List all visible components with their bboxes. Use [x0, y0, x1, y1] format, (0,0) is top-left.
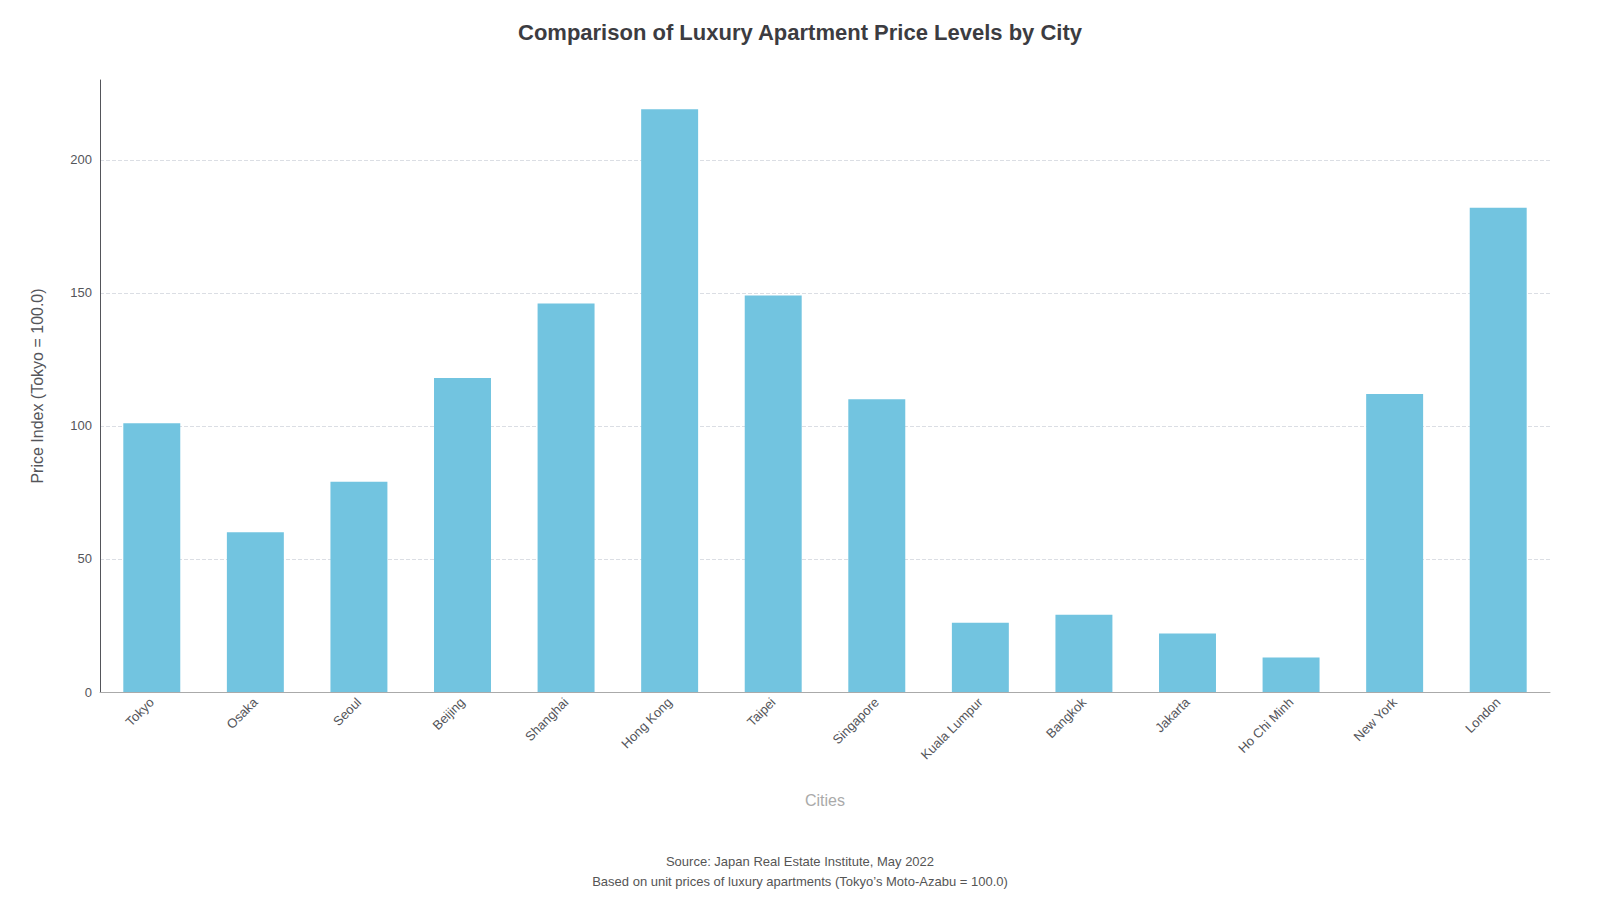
svg-text:Price Index (Tokyo = 100.0): Price Index (Tokyo = 100.0) [29, 288, 46, 483]
svg-text:100: 100 [70, 418, 92, 433]
svg-text:Shanghai: Shanghai [522, 695, 571, 744]
svg-text:London: London [1462, 695, 1503, 736]
svg-text:Seoul: Seoul [330, 695, 364, 729]
svg-text:200: 200 [70, 152, 92, 167]
svg-text:Beijing: Beijing [430, 695, 468, 733]
svg-text:Cities: Cities [805, 792, 845, 809]
svg-text:Singapore: Singapore [830, 695, 882, 747]
svg-text:50: 50 [78, 551, 92, 566]
svg-text:Bangkok: Bangkok [1043, 694, 1090, 741]
svg-text:Kuala Lumpur: Kuala Lumpur [918, 694, 986, 762]
svg-text:0: 0 [85, 685, 92, 700]
svg-text:Jakarta: Jakarta [1152, 694, 1193, 735]
svg-text:Osaka: Osaka [224, 694, 262, 732]
svg-text:Comparison of Luxury Apartment: Comparison of Luxury Apartment Price Lev… [518, 20, 1083, 45]
svg-text:Hong Kong: Hong Kong [618, 695, 675, 752]
svg-text:New York: New York [1351, 694, 1401, 744]
svg-text:150: 150 [70, 285, 92, 300]
svg-text:Taipei: Taipei [744, 695, 779, 730]
svg-text:Based on unit prices of luxury: Based on unit prices of luxury apartment… [592, 874, 1008, 889]
svg-text:Ho Chi Minh: Ho Chi Minh [1235, 695, 1296, 756]
svg-text:Source: Japan Real Estate Inst: Source: Japan Real Estate Institute, May… [666, 854, 934, 869]
svg-text:Tokyo: Tokyo [122, 695, 157, 730]
